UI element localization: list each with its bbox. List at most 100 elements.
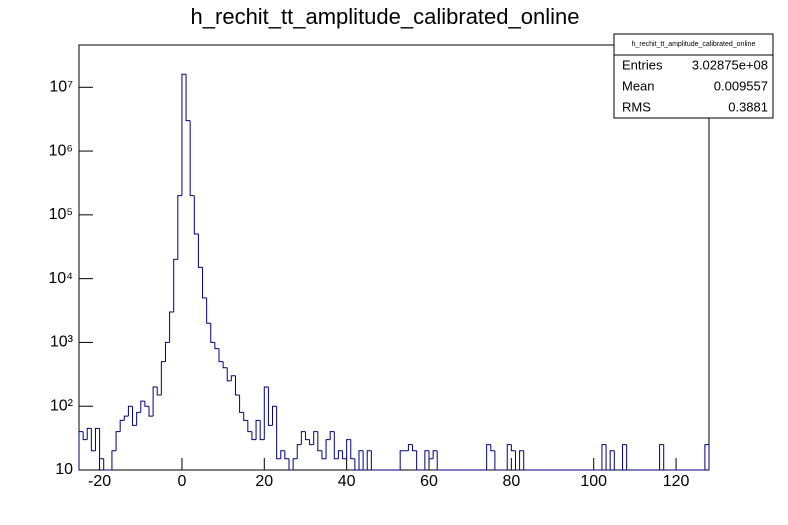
histogram-bin — [86, 427, 92, 440]
histogram-bin — [506, 444, 512, 470]
histogram-bin — [519, 450, 524, 470]
histogram-bin — [272, 405, 277, 426]
histogram-bin — [622, 444, 627, 470]
histogram-bin — [296, 444, 302, 459]
histogram-bin — [214, 342, 219, 350]
histogram-bin — [609, 450, 615, 470]
y-tick-label: 10⁵ — [49, 206, 73, 223]
histogram-bin — [164, 341, 170, 362]
histogram-bin — [202, 267, 207, 299]
histogram-bin — [601, 444, 607, 470]
histogram-bin — [424, 450, 429, 470]
x-tick-label: 60 — [420, 473, 438, 490]
histogram-bin — [304, 431, 310, 441]
histogram-bin — [152, 386, 158, 417]
histogram-bin — [432, 450, 438, 459]
stats-box — [613, 33, 774, 119]
histogram-bin — [193, 195, 199, 235]
stats-value: 0.009557 — [714, 78, 768, 93]
y-tick-label: 10⁷ — [49, 78, 73, 95]
histogram-bin — [251, 431, 257, 441]
stats-label: Entries — [622, 57, 663, 72]
histogram-bin — [321, 450, 327, 460]
histogram-bin — [119, 419, 125, 432]
histogram-bin — [366, 450, 372, 470]
histogram-bin — [127, 405, 133, 417]
histogram-bin — [346, 439, 351, 459]
y-tick-label: 10 — [55, 461, 73, 478]
histogram-bin — [115, 431, 121, 451]
histogram-bin — [613, 450, 619, 471]
histogram-bin — [370, 450, 376, 471]
histogram-bin — [605, 444, 611, 471]
histogram-bin — [94, 427, 100, 451]
x-tick-label: -20 — [88, 473, 111, 490]
stats-value: 3.02875e+08 — [692, 57, 768, 72]
histogram-bin — [309, 439, 314, 446]
chart-title: h_rechit_tt_amplitude_calibrated_online — [191, 4, 580, 29]
y-tick-label: 10³ — [50, 334, 74, 351]
histogram-bin — [317, 431, 322, 452]
histogram-bin — [226, 367, 232, 382]
histogram-bin — [663, 444, 668, 471]
histogram-bin — [276, 406, 281, 460]
histogram-bin — [177, 195, 182, 260]
x-tick-label: 20 — [255, 473, 273, 490]
histogram-bin — [659, 444, 664, 470]
histogram-bin — [185, 74, 191, 122]
histogram-bin — [103, 458, 108, 471]
histogram-bin — [337, 450, 343, 459]
histogram-bin — [436, 450, 442, 471]
histogram-bin — [514, 450, 520, 471]
histogram-bin — [206, 297, 211, 324]
histogram-bin — [140, 400, 145, 413]
histogram-bin — [136, 411, 141, 426]
histogram-bin — [523, 450, 528, 471]
histogram-bin — [239, 394, 244, 413]
histogram-bin — [78, 431, 84, 470]
histogram-bin — [82, 431, 88, 441]
histogram-bin — [267, 387, 273, 426]
histogram-bin — [230, 375, 236, 381]
stats-label: RMS — [622, 99, 651, 114]
y-tick-label: 10² — [50, 397, 74, 414]
stats-label: Mean — [622, 78, 655, 93]
histogram-bin — [263, 386, 269, 440]
stats-title: h_rechit_tt_amplitude_calibrated_online — [632, 41, 756, 48]
histogram-bin — [486, 444, 491, 470]
y-tick-label: 10⁶ — [49, 142, 73, 159]
histogram-bin — [300, 431, 306, 445]
x-tick-label: 0 — [177, 473, 186, 490]
histogram-bin — [169, 311, 174, 343]
histogram-bin — [288, 458, 294, 471]
histogram-bin — [284, 450, 289, 460]
histogram-bin — [329, 431, 335, 440]
x-tick-label: 40 — [338, 473, 356, 490]
histogram-bin — [342, 450, 347, 460]
histogram-bin — [626, 444, 631, 471]
histogram-bin — [510, 444, 516, 452]
histogram-bin — [313, 431, 318, 445]
histogram-bin — [350, 439, 355, 460]
histogram-bin — [490, 444, 495, 452]
histogram-bin — [255, 419, 261, 440]
histogram-bin — [90, 428, 96, 452]
histogram-bin — [243, 412, 248, 421]
histogram-bin — [362, 450, 368, 471]
histogram-bin — [189, 120, 195, 197]
stats-value: 0.3881 — [728, 99, 768, 114]
histogram-bin — [234, 375, 240, 396]
histogram-bin — [259, 420, 265, 441]
histogram-bin — [416, 450, 421, 471]
histogram-bin — [111, 450, 117, 470]
histogram-bin — [333, 431, 339, 460]
histogram-bin — [494, 450, 499, 471]
y-tick-label: 10⁴ — [48, 270, 73, 287]
x-tick-label: 120 — [663, 473, 690, 490]
histogram-bin — [181, 73, 187, 196]
histogram-bin — [148, 406, 154, 417]
x-tick-label: 100 — [580, 473, 607, 490]
histogram-bin — [280, 450, 285, 459]
histogram-bin — [292, 458, 298, 470]
